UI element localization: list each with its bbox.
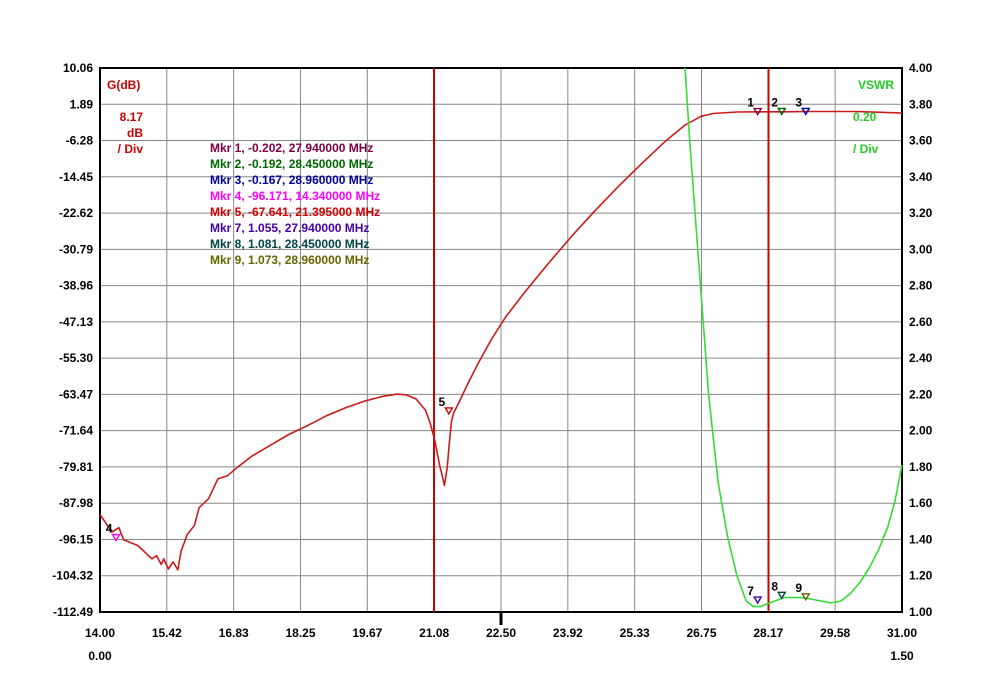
left-scale-div: / Div xyxy=(118,142,144,156)
marker-triangle xyxy=(776,107,787,116)
left-scale-unit: dB xyxy=(127,126,143,140)
x-sub-label-left: 0.00 xyxy=(88,649,112,663)
marker-table-row: Mkr 9, 1.073, 28.960000 MHz xyxy=(210,253,369,267)
marker-triangle xyxy=(801,107,811,116)
marker-8: 8 xyxy=(771,579,787,600)
x-tick-label: 26.75 xyxy=(686,626,716,640)
y-left-tick-label: -55.30 xyxy=(59,351,93,365)
y-right-tick-label: 3.40 xyxy=(909,170,933,184)
y-left-tick-label: -6.28 xyxy=(66,134,94,148)
y-right-tick-label: 1.60 xyxy=(909,496,933,510)
y-right-tick-label: 1.80 xyxy=(909,460,933,474)
marker-table-row: Mkr 1, -0.202, 27.940000 MHz xyxy=(210,141,373,155)
marker-table-row: Mkr 7, 1.055, 27.940000 MHz xyxy=(210,221,369,235)
y-left-tick-label: -87.98 xyxy=(59,496,93,510)
y-right-tick-label: 3.20 xyxy=(909,206,933,220)
y-right-tick-label: 3.80 xyxy=(909,97,933,111)
marker-number-label: 2 xyxy=(771,96,778,110)
marker-table-row: Mkr 5, -67.641, 21.395000 MHz xyxy=(210,205,380,219)
y-left-tick-label: -96.15 xyxy=(59,532,93,546)
y-right-tick-label: 3.00 xyxy=(909,242,933,256)
y-right-tick-label: 2.60 xyxy=(909,315,933,329)
marker-4: 4 xyxy=(106,522,121,542)
y-right-tick-label: 1.40 xyxy=(909,532,933,546)
x-tick-label: 15.42 xyxy=(152,626,182,640)
marker-1: 1 xyxy=(747,96,763,116)
marker-7: 7 xyxy=(747,584,763,605)
y-left-tick-label: 10.06 xyxy=(63,61,93,75)
y-right-tick-label: 2.80 xyxy=(909,279,933,293)
x-sub-label-right: 1.50 xyxy=(890,649,914,663)
x-tick-label: 22.50 xyxy=(486,626,516,640)
left-scale-value: 8.17 xyxy=(120,110,144,124)
y-right-tick-label: 2.20 xyxy=(909,387,933,401)
marker-triangle xyxy=(801,593,811,602)
y-left-tick-label: -104.32 xyxy=(52,569,93,583)
axes: 14.00 15.42 16.83 18.25 19.67 21.08 22.50 23.92… xyxy=(52,61,932,640)
x-tick-label: 14.00 xyxy=(85,626,115,640)
marker-table-row: Mkr 4, -96.171, 14.340000 MHz xyxy=(210,189,380,203)
y-right-tick-label: 4.00 xyxy=(909,61,933,75)
y-left-tick-label: -38.96 xyxy=(59,279,93,293)
y-left-tick-label: -79.81 xyxy=(59,460,93,474)
marker-number-label: 9 xyxy=(795,581,802,595)
marker-triangle xyxy=(752,107,763,116)
y-right-tick-label: 2.00 xyxy=(909,424,933,438)
marker-triangle xyxy=(444,407,454,416)
marker-triangle xyxy=(776,591,787,600)
y-left-tick-label: -47.13 xyxy=(59,315,93,329)
marker-number-label: 1 xyxy=(747,96,754,110)
marker-table-row: Mkr 3, -0.167, 28.960000 MHz xyxy=(210,173,373,187)
right-scale-div: / Div xyxy=(853,142,879,156)
marker-number-label: 4 xyxy=(106,522,113,536)
marker-number-label: 3 xyxy=(795,95,802,109)
markers: 1 2 3 4 5 7 8 9 xyxy=(106,95,811,605)
y-left-tick-label: -71.64 xyxy=(59,424,93,438)
y-right-tick-label: 1.20 xyxy=(909,569,933,583)
marker-triangle xyxy=(111,533,121,542)
x-tick-label: 16.83 xyxy=(219,626,249,640)
y-right-tick-label: 3.60 xyxy=(909,134,933,148)
y-right-tick-label: 2.40 xyxy=(909,351,933,365)
marker-table-row: Mkr 8, 1.081, 28.450000 MHz xyxy=(210,237,369,251)
x-tick-label: 29.58 xyxy=(820,626,850,640)
y-left-tick-label: -30.79 xyxy=(59,242,93,256)
x-tick-label: 21.08 xyxy=(419,626,449,640)
marker-3: 3 xyxy=(795,95,811,116)
series xyxy=(99,67,903,612)
marker-2: 2 xyxy=(771,96,787,116)
marker-number-label: 8 xyxy=(771,579,778,593)
left-axis-title: G(dB) xyxy=(107,78,140,92)
marker-table-row: Mkr 2, -0.192, 28.450000 MHz xyxy=(210,157,373,171)
y-right-tick-label: 1.00 xyxy=(909,605,933,619)
marker-9: 9 xyxy=(795,581,811,602)
y-left-tick-label: -22.62 xyxy=(59,206,93,220)
marker-number-label: 7 xyxy=(747,584,754,598)
marker-5: 5 xyxy=(439,395,454,416)
y-left-tick-label: -112.49 xyxy=(53,605,93,619)
gain-trace xyxy=(99,110,903,571)
right-scale-value: 0.20 xyxy=(853,110,877,124)
right-axis-title: VSWR xyxy=(858,78,894,92)
x-tick-label: 28.17 xyxy=(753,626,783,640)
vswr-trace xyxy=(684,67,903,608)
x-tick-label: 25.33 xyxy=(620,626,650,640)
x-tick-label: 19.67 xyxy=(352,626,382,640)
marker-table: Mkr 1, -0.202, 27.940000 MHz Mkr 2, -0.1… xyxy=(210,141,380,267)
x-tick-label: 31.00 xyxy=(887,626,917,640)
y-left-tick-label: -63.47 xyxy=(59,387,93,401)
marker-triangle xyxy=(752,596,763,605)
y-left-tick-label: -14.45 xyxy=(59,170,93,184)
y-left-tick-label: 1.89 xyxy=(70,97,94,111)
x-tick-label: 18.25 xyxy=(285,626,315,640)
marker-number-label: 5 xyxy=(439,395,446,409)
x-tick-label: 23.92 xyxy=(553,626,583,640)
